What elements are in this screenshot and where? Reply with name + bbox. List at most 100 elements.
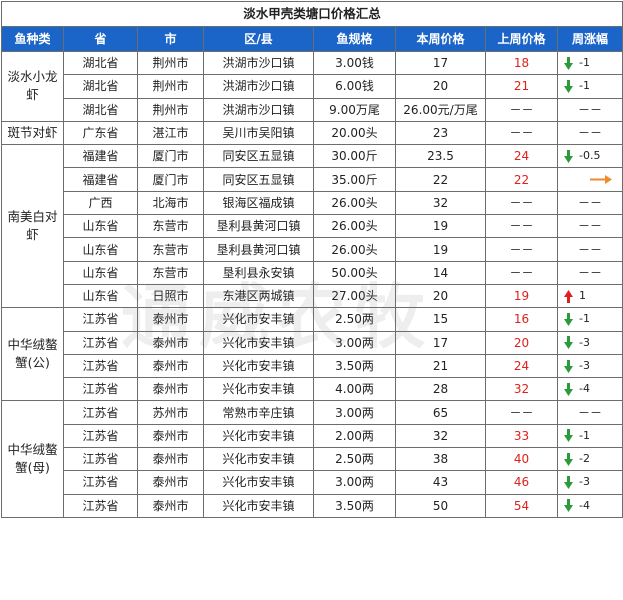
city-cell: 荆州市 [137, 97, 204, 122]
change-cell: -4 [556, 493, 623, 518]
last-week-price-cell: 24 [485, 144, 558, 169]
table-row: 江苏省 泰州市 兴化市安丰镇 3.50两 50 54 -4 [2, 493, 623, 518]
table-row: 湖北省 荆州市 洪湖市沙口镇 9.00万尾 26.00元/万尾 －－ －－ [2, 97, 623, 122]
last-week-price-cell: －－ [485, 120, 558, 146]
change-cell: －－ [556, 237, 623, 262]
change-value: -4 [579, 498, 590, 512]
change-value: -4 [579, 382, 590, 396]
last-week-price-cell: 21 [485, 74, 558, 99]
change-value: -3 [579, 475, 590, 489]
city-cell: 湛江市 [137, 120, 204, 146]
province-cell: 山东省 [63, 260, 138, 285]
table-row: 江苏省 泰州市 兴化市安丰镇 3.50两 21 24 -3 [2, 353, 623, 379]
district-cell: 兴化市安丰镇 [203, 470, 314, 495]
table-body: 淡水小龙虾 湖北省 荆州市 洪湖市沙口镇 3.00钱 17 18 -1 湖北省 荆州市 洪湖市沙口镇… [1, 50, 623, 518]
header-category: 鱼种类 [1, 26, 64, 52]
district-cell: 垦利县黄河口镇 [203, 214, 314, 239]
change-cell: -4 [556, 377, 623, 402]
city-cell: 北海市 [137, 190, 204, 216]
spec-cell: 2.00两 [313, 423, 396, 449]
district-cell: 吴川市吴阳镇 [203, 120, 314, 146]
province-cell: 江苏省 [63, 447, 138, 472]
spec-cell: 20.00头 [313, 120, 396, 146]
district-cell: 银海区福成镇 [203, 190, 314, 216]
category-cell: 南美白对虾 [1, 144, 64, 309]
change-cell: -2 [556, 447, 623, 472]
table-row: 山东省 东营市 垦利县黄河口镇 26.00头 19 －－ －－ [2, 214, 623, 239]
district-cell: 兴化市安丰镇 [203, 330, 314, 355]
district-cell: 垦利县黄河口镇 [203, 237, 314, 262]
arrow-down-icon [564, 499, 579, 513]
this-week-price-cell: 26.00元/万尾 [395, 97, 486, 122]
this-week-price-cell: 22 [395, 167, 486, 192]
table-row: 淡水小龙虾 湖北省 荆州市 洪湖市沙口镇 3.00钱 17 18 -1 [1, 50, 623, 122]
province-cell: 山东省 [63, 237, 138, 262]
change-value: -3 [579, 359, 590, 372]
this-week-price-cell: 17 [395, 330, 486, 355]
last-week-price-cell: 16 [485, 307, 558, 332]
last-week-price-cell: －－ [485, 400, 558, 425]
province-cell: 江苏省 [63, 423, 138, 449]
province-cell: 江苏省 [63, 470, 138, 495]
province-cell: 福建省 [63, 144, 138, 169]
header-city: 市 [137, 26, 204, 52]
change-cell: －－ [556, 120, 623, 146]
table-row: 江苏省 泰州市 兴化市安丰镇 2.50两 38 40 -2 [2, 447, 623, 472]
spec-cell: 26.00头 [313, 237, 396, 262]
city-cell: 泰州市 [137, 377, 204, 402]
city-cell: 泰州市 [137, 447, 204, 472]
change-cell: －－ [556, 214, 623, 239]
category-cell: 中华绒螯蟹(公) [1, 307, 64, 402]
province-cell: 江苏省 [63, 493, 138, 518]
district-cell: 兴化市安丰镇 [203, 423, 314, 449]
district-cell: 兴化市安丰镇 [203, 493, 314, 518]
change-value: -2 [579, 452, 590, 466]
spec-cell: 3.50两 [313, 353, 396, 379]
table-row: 中华绒螯蟹(公) 江苏省 泰州市 兴化市安丰镇 2.50两 15 16 -1 [1, 307, 623, 402]
arrow-down-icon [564, 312, 579, 326]
this-week-price-cell: 23 [395, 120, 486, 146]
province-cell: 江苏省 [63, 330, 138, 355]
this-week-price-cell: 23.5 [395, 144, 486, 169]
city-cell: 东营市 [137, 237, 204, 262]
spec-cell: 3.00两 [313, 330, 396, 355]
last-week-price-cell: －－ [485, 260, 558, 285]
this-week-price-cell: 43 [395, 470, 486, 495]
city-cell: 苏州市 [137, 400, 204, 425]
this-week-price-cell: 14 [395, 260, 486, 285]
spec-cell: 26.00头 [313, 190, 396, 216]
city-cell: 厦门市 [137, 144, 204, 169]
change-cell: -0.5 [556, 144, 623, 169]
city-cell: 日照市 [137, 283, 204, 309]
district-cell: 同安区五显镇 [203, 167, 314, 192]
city-cell: 厦门市 [137, 167, 204, 192]
change-cell: -1 [556, 74, 623, 99]
city-cell: 泰州市 [137, 493, 204, 518]
change-value: -0.5 [579, 149, 601, 163]
spec-cell: 4.00两 [313, 377, 396, 402]
arrow-up-icon [564, 289, 579, 303]
this-week-price-cell: 50 [395, 493, 486, 518]
change-cell: -3 [556, 470, 623, 495]
header-province: 省 [63, 26, 138, 52]
this-week-price-cell: 20 [395, 74, 486, 99]
table-row: 广西 北海市 银海区福成镇 26.00头 32 －－ －－ [2, 190, 623, 216]
district-cell: 兴化市安丰镇 [203, 307, 314, 332]
spec-cell: 26.00头 [313, 214, 396, 239]
change-value: -3 [579, 335, 590, 349]
city-cell: 东营市 [137, 260, 204, 285]
spec-cell: 6.00钱 [313, 74, 396, 99]
spec-cell: 3.00两 [313, 470, 396, 495]
this-week-price-cell: 28 [395, 377, 486, 402]
header-spec: 鱼规格 [313, 26, 396, 52]
province-cell: 湖北省 [63, 50, 138, 76]
city-cell: 荆州市 [137, 74, 204, 99]
province-cell: 山东省 [63, 283, 138, 309]
change-cell: 1 [556, 283, 623, 309]
category-cell: 斑节对虾 [1, 120, 64, 146]
province-cell: 江苏省 [63, 400, 138, 425]
arrow-down-icon [564, 452, 579, 466]
district-cell: 洪湖市沙口镇 [203, 50, 314, 76]
this-week-price-cell: 38 [395, 447, 486, 472]
title-row: 淡水甲壳类塘口价格汇总 [0, 1, 623, 27]
